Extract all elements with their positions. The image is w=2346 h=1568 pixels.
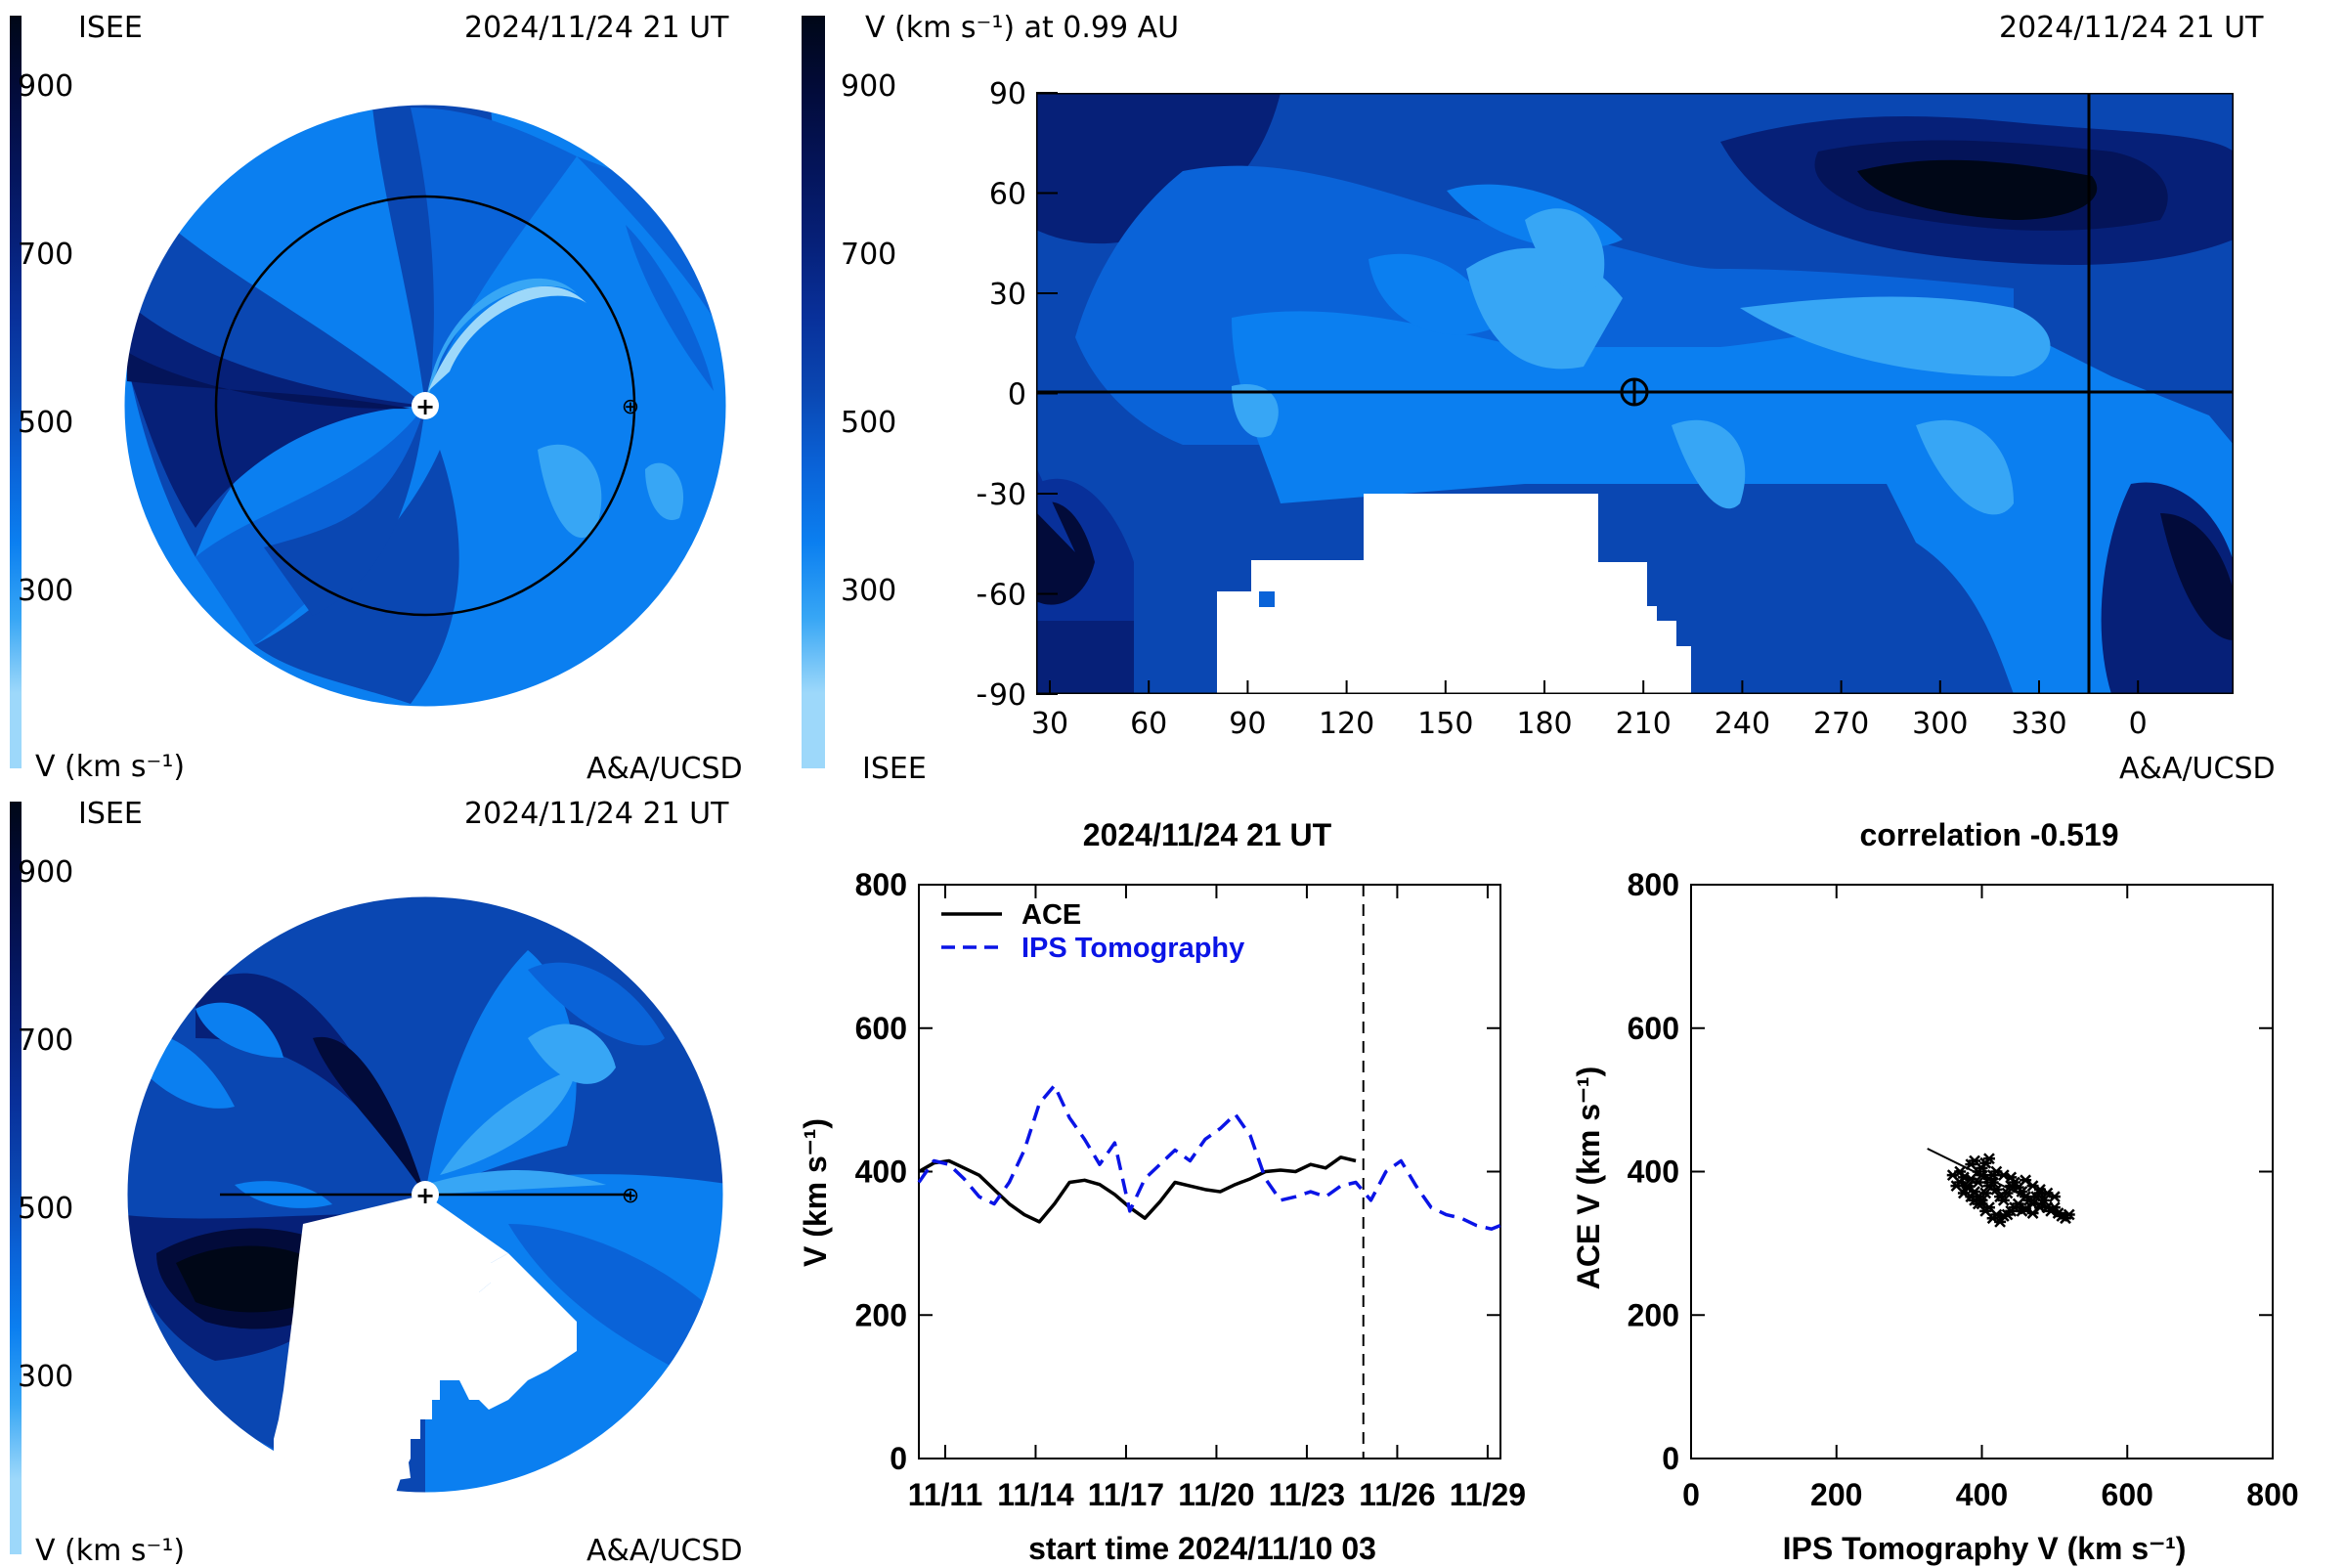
scatter-point (1972, 1176, 1984, 1189)
earth-marker: ⊕ (622, 1184, 639, 1208)
scatter-point (2034, 1201, 2046, 1214)
fit-line (1927, 1148, 2070, 1220)
lon-tick-label: 240 (1715, 707, 1770, 741)
legend-label: ACE (1021, 899, 1081, 931)
y-tick-label: 400 (1628, 1154, 1679, 1190)
lon-tick-label: 150 (1417, 707, 1473, 741)
lon-tick-label: 120 (1319, 707, 1374, 741)
x-tick-label: 11/26 (1359, 1477, 1435, 1512)
date-label: 2024/11/24 21 UT (464, 11, 729, 45)
x-tick-label: 11/20 (1178, 1477, 1254, 1512)
colorbar-tick: 900 (841, 69, 897, 104)
lon-tick-label: 60 (1130, 707, 1167, 741)
org-label: ISEE (78, 11, 143, 45)
x-tick-label: 11/23 (1269, 1477, 1345, 1512)
colorbar-tick: 300 (18, 574, 74, 608)
lon-tick-label: 270 (1813, 707, 1869, 741)
credit-label: A&A/UCSD (586, 752, 743, 786)
date-label: 2024/11/24 21 UT (1999, 11, 2264, 45)
sun-marker: + (415, 1182, 435, 1209)
scatter-point (1997, 1194, 2010, 1206)
lat-tick-label: 60 (989, 178, 1026, 212)
lon-tick-label: 180 (1516, 707, 1572, 741)
lon-tick-label: 0 (2129, 707, 2148, 741)
colorbar-label: V (km s⁻¹) (35, 750, 186, 784)
colorbar-tick: 700 (18, 1024, 74, 1058)
x-tick-label: 600 (2102, 1477, 2153, 1512)
colorbar-tick: 500 (18, 1192, 74, 1226)
x-tick-label: 11/29 (1450, 1477, 1526, 1512)
x-tick-label: 11/17 (1088, 1477, 1164, 1512)
x-tick-label: 800 (2246, 1477, 2298, 1512)
x-tick-label: 0 (1682, 1477, 1700, 1512)
lat-tick-label: 0 (1008, 378, 1026, 413)
series-line-ace (918, 1155, 1357, 1224)
y-tick-label: 0 (890, 1441, 907, 1476)
scatter-point (2005, 1171, 2018, 1184)
sun-marker: + (415, 393, 435, 420)
org-label: ISEE (78, 797, 143, 831)
x-axis-label: IPS Tomography V (km s⁻¹) (1782, 1531, 2187, 1566)
x-tick-label: 200 (1810, 1477, 1862, 1512)
lon-tick-label: 330 (2011, 707, 2066, 741)
scatter-point (1990, 1183, 2003, 1196)
meridional-velocity-map: + ⊕ (126, 895, 724, 1494)
earth-marker: ⊕ (622, 395, 639, 419)
y-tick-label: 200 (1628, 1297, 1679, 1332)
colorbar-title: V (km s⁻¹) at 0.99 AU (865, 11, 1180, 45)
colorbar-tick: 700 (18, 238, 74, 272)
credit-label: A&A/UCSD (2119, 752, 2276, 786)
colorbar-meridional (10, 802, 22, 1554)
lat-tick-label: 30 (989, 278, 1026, 312)
y-tick-label: 400 (855, 1154, 907, 1190)
lat-tick-label: −60 (978, 579, 1026, 613)
y-tick-label: 800 (855, 867, 907, 902)
lon-tick-label: 30 (1031, 707, 1068, 741)
colorbar-synoptic (802, 16, 825, 768)
ecliptic-velocity-map: + ⊕ (123, 104, 727, 708)
colorbar-ecliptic (10, 16, 22, 768)
x-tick-label: 11/14 (997, 1477, 1074, 1512)
y-tick-label: 800 (1628, 867, 1679, 902)
org-label: ISEE (862, 752, 927, 786)
y-tick-label: 600 (1628, 1011, 1679, 1046)
series-line-ips (917, 1083, 1501, 1231)
colorbar-tick: 300 (841, 574, 897, 608)
colorbar-tick: 500 (841, 406, 897, 440)
x-tick-label: 11/11 (908, 1477, 983, 1512)
colorbar-tick: 900 (18, 69, 74, 104)
lat-tick-label: 90 (989, 77, 1026, 111)
lon-tick-label: 90 (1229, 707, 1266, 741)
legend-label: IPS Tomography (1021, 933, 1244, 964)
scatter-point (1979, 1187, 1992, 1199)
y-tick-label: 0 (1662, 1441, 1679, 1476)
lon-tick-label: 300 (1912, 707, 1968, 741)
x-axis-label: start time 2024/11/10 03 (1028, 1531, 1376, 1566)
y-tick-label: 200 (855, 1297, 907, 1332)
credit-label: A&A/UCSD (586, 1534, 743, 1568)
scatter-point (2016, 1204, 2028, 1217)
date-label: 2024/11/24 21 UT (464, 797, 729, 831)
x-tick-label: 400 (1956, 1477, 2008, 1512)
lat-tick-label: −90 (978, 678, 1026, 713)
colorbar-tick: 700 (841, 238, 897, 272)
y-tick-label: 600 (855, 1011, 907, 1046)
scatter-point (1954, 1165, 1967, 1178)
chart-title: 2024/11/24 21 UT (1082, 817, 1332, 852)
scatter-point (2048, 1191, 2061, 1203)
colorbar-label: V (km s⁻¹) (35, 1534, 186, 1568)
colorbar-tick: 500 (18, 406, 74, 440)
colorbar-tick: 300 (18, 1360, 74, 1394)
scatter-point (1982, 1153, 1995, 1165)
colorbar-tick: 900 (18, 855, 74, 890)
chart-title: correlation -0.519 (1859, 817, 2119, 852)
scatter-point (2063, 1208, 2075, 1221)
lon-tick-label: 210 (1616, 707, 1672, 741)
lat-tick-label: −30 (978, 478, 1026, 512)
